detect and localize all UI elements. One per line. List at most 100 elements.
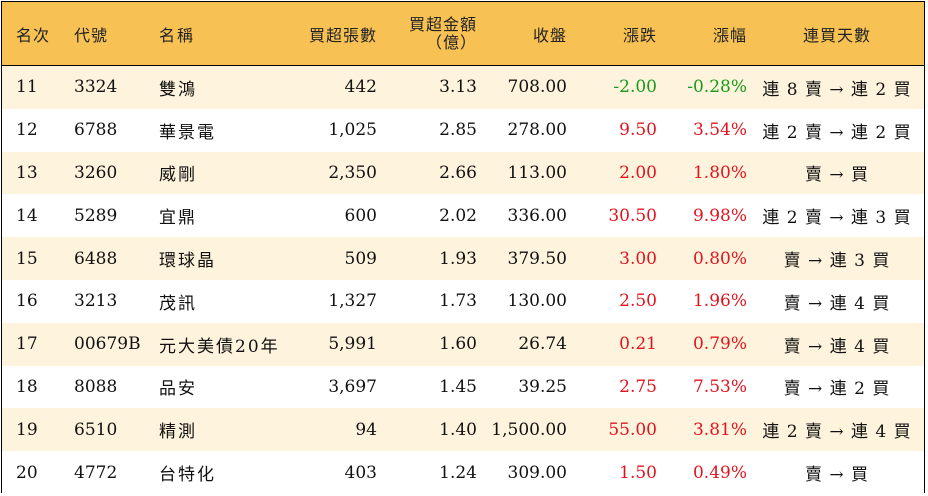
code-cell: 3324 — [74, 77, 118, 98]
net-buy-volume-cell: 1,327 — [328, 291, 377, 312]
rank-cell: 20 — [16, 462, 38, 483]
streak-cell: 連 2 賣 → 連 3 買 — [762, 208, 912, 229]
close-cell: 336.00 — [507, 205, 567, 226]
net-buy-amount-cell: 1.60 — [439, 334, 477, 355]
name-cell: 精測 — [159, 422, 197, 443]
change-cell: 2.00 — [619, 162, 657, 183]
change-cell: 2.50 — [619, 291, 657, 312]
close-cell: 39.25 — [518, 376, 567, 397]
rank-cell: 16 — [16, 291, 38, 312]
code-cell: 3260 — [74, 162, 118, 183]
rank-cell: 13 — [16, 162, 38, 183]
name-cell: 雙鴻 — [159, 79, 197, 100]
change-cell: 1.50 — [619, 462, 657, 483]
table-row: 15 6488 環球晶 509 1.93 379.50 3.00 0.80% 賣 → 連 3 買 — [2, 237, 924, 280]
name-cell: 華景電 — [159, 122, 216, 143]
change-cell: 3.00 — [619, 248, 657, 269]
header-net-buy-volume: 買超張數 — [308, 25, 377, 45]
rank-cell: 19 — [16, 419, 38, 440]
name-cell: 威剛 — [159, 165, 197, 186]
net-buy-volume-cell: 509 — [344, 248, 377, 269]
net-buy-amount-cell: 1.24 — [439, 462, 477, 483]
header-close: 收盤 — [532, 25, 567, 45]
streak-cell: 賣 → 連 4 買 — [783, 336, 891, 357]
code-cell: 4772 — [74, 462, 118, 483]
rank-cell: 17 — [16, 334, 38, 355]
close-cell: 708.00 — [507, 77, 567, 98]
header-rank: 名次 — [16, 25, 51, 45]
header-net-buy-amount-line2: （億） — [425, 32, 477, 52]
streak-cell: 賣 → 連 3 買 — [783, 251, 891, 272]
rank-cell: 12 — [16, 120, 38, 141]
code-cell: 6488 — [74, 248, 118, 269]
streak-cell: 連 2 賣 → 連 4 買 — [762, 422, 912, 443]
streak-cell: 賣 → 連 4 買 — [783, 293, 891, 314]
rank-cell: 15 — [16, 248, 38, 269]
change-pct-cell: 7.53% — [692, 376, 747, 397]
table-row: 17 00679B 元大美債20年 5,991 1.60 26.74 0.21 0.79% 賣 … — [2, 322, 924, 366]
table-row: 16 3213 茂訊 1,327 1.73 130.00 2.50 1.96% 賣 → 連 4 … — [2, 280, 924, 323]
table-row: 19 6510 精測 94 1.40 1,500.00 55.00 3.81% 連 2 賣 → … — [2, 408, 924, 452]
table-row: 11 3324 雙鴻 442 3.13 708.00 -2.00 -0.28% 連 8 賣 → … — [2, 66, 924, 109]
table-row: 13 3260 威剛 2,350 2.66 113.00 2.00 1.80% 賣 → 買 — [2, 151, 924, 195]
streak-cell: 連 8 賣 → 連 2 買 — [762, 79, 912, 100]
name-cell: 元大美債20年 — [159, 336, 280, 357]
header-streak: 連買天數 — [802, 25, 871, 45]
name-cell: 環球晶 — [159, 251, 216, 272]
rank-cell: 18 — [16, 376, 38, 397]
net-buy-volume-cell: 3,697 — [328, 376, 377, 397]
net-buy-volume-cell: 2,350 — [328, 162, 377, 183]
net-buy-volume-cell: 5,991 — [328, 334, 377, 355]
close-cell: 309.00 — [507, 462, 567, 483]
name-cell: 宜鼎 — [159, 208, 197, 229]
change-pct-cell: 9.98% — [692, 205, 747, 226]
header-name: 名稱 — [159, 25, 196, 45]
close-cell: 26.74 — [518, 334, 567, 355]
net-buy-volume-cell: 403 — [344, 462, 377, 483]
table-row: 12 6788 華景電 1,025 2.85 278.00 9.50 3.54% 連 2 賣 →… — [2, 108, 924, 152]
net-buy-volume-cell: 442 — [344, 77, 377, 98]
change-cell: 0.21 — [619, 334, 657, 355]
table-row: 14 5289 宜鼎 600 2.02 336.00 30.50 9.98% 連 2 賣 → 連… — [2, 194, 924, 238]
code-cell: 5289 — [74, 205, 118, 226]
change-pct-cell: 1.96% — [692, 291, 747, 312]
name-cell: 台特化 — [159, 465, 216, 486]
net-buy-amount-cell: 1.93 — [439, 248, 477, 269]
rank-cell: 11 — [16, 77, 38, 98]
change-cell: 30.50 — [608, 205, 657, 226]
change-cell: 55.00 — [608, 419, 657, 440]
close-cell: 379.50 — [507, 248, 567, 269]
header-change: 漲跌 — [622, 25, 657, 45]
net-buy-amount-cell: 2.02 — [439, 205, 477, 226]
streak-cell: 賣 → 連 2 買 — [783, 379, 891, 400]
close-cell: 130.00 — [507, 291, 567, 312]
change-pct-cell: -0.28% — [687, 77, 747, 98]
change-cell: -2.00 — [613, 77, 657, 98]
change-pct-cell: 0.49% — [692, 462, 747, 483]
close-cell: 278.00 — [507, 120, 567, 141]
change-pct-cell: 3.81% — [692, 419, 747, 440]
streak-cell: 連 2 賣 → 連 2 買 — [762, 122, 912, 143]
change-pct-cell: 0.80% — [692, 248, 747, 269]
table-row: 20 4772 台特化 403 1.24 309.00 1.50 0.49% 賣 → 買 — [2, 451, 924, 494]
header-change-pct: 漲幅 — [712, 25, 747, 45]
change-pct-cell: 1.80% — [692, 162, 747, 183]
close-cell: 1,500.00 — [491, 419, 567, 440]
code-cell: 8088 — [74, 376, 118, 397]
net-buy-amount-cell: 1.45 — [439, 376, 477, 397]
rank-cell: 14 — [16, 205, 38, 226]
streak-cell: 賣 → 買 — [804, 465, 870, 486]
code-cell: 6788 — [74, 120, 118, 141]
change-cell: 9.50 — [619, 120, 657, 141]
net-buy-volume-cell: 600 — [344, 205, 377, 226]
net-buy-amount-cell: 2.66 — [439, 162, 477, 183]
table-header: 名次 代號 名稱 買超張數 買超金額 （億） 收盤 漲跌 漲幅 連買天數 — [2, 2, 924, 66]
header-net-buy-amount: 買超金額 （億） — [382, 15, 477, 52]
net-buy-volume-cell: 1,025 — [328, 120, 377, 141]
net-buy-amount-cell: 2.85 — [439, 120, 477, 141]
change-pct-cell: 3.54% — [692, 120, 747, 141]
name-cell: 茂訊 — [159, 293, 197, 314]
net-buy-amount-cell: 1.73 — [439, 291, 477, 312]
streak-cell: 賣 → 買 — [804, 165, 870, 186]
